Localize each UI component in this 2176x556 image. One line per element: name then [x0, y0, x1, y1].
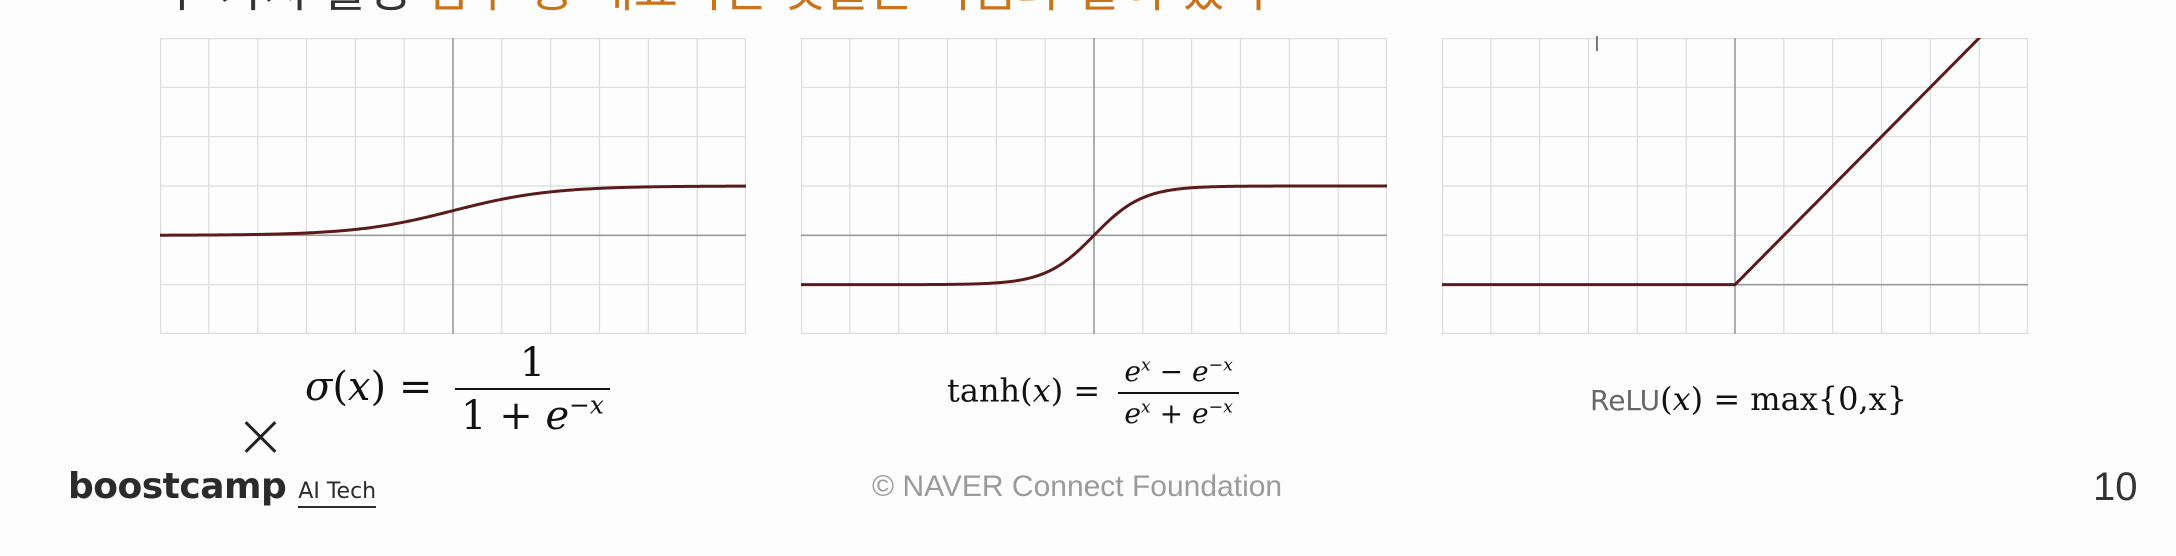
relu-chart — [1442, 38, 2028, 334]
relu-max: max — [1750, 380, 1818, 418]
sigmoid-fraction: 1 1 + e−x — [455, 338, 610, 442]
relu-curve — [1442, 38, 1982, 287]
tanh-fraction: ex − e−x ex + e−x — [1118, 352, 1239, 434]
sigmoid-equals: = — [398, 364, 433, 410]
tanh-equals: = — [1073, 371, 1101, 410]
tanh-denominator: ex + e−x — [1124, 397, 1233, 430]
sigmoid-arg: (x) — [332, 364, 387, 410]
relu-chart-svg — [1442, 38, 2028, 334]
sigmoid-numerator: 1 — [519, 340, 546, 386]
cropped-header-text: 두 가지 활성 함수 중 대표적인 것들은 다음과 같이 있다 — [160, 0, 1269, 14]
brand-logo: boostcamp AI Tech — [68, 466, 377, 508]
relu-formula: ReLU(x) = max{0,x} — [1590, 380, 1907, 418]
tanh-fraction-bar — [1118, 392, 1239, 394]
sigmoid-formula: σ(x) = 1 1 + e−x — [305, 338, 610, 442]
page-number: 10 — [2093, 465, 2138, 509]
tanh-chart — [801, 38, 1387, 334]
sigmoid-fn-symbol: σ — [305, 364, 333, 410]
sigmoid-chart — [160, 38, 746, 334]
brand-sub: AI Tech — [298, 479, 377, 508]
relu-fn-name: ReLU — [1590, 384, 1661, 417]
header-text-accent: 함수 중 대표적인 것들은 다음과 같이 있다 — [427, 0, 1269, 18]
tanh-fn-name: tanh — [947, 371, 1021, 410]
sigmoid-denominator: 1 + e−x — [461, 390, 604, 439]
tanh-curve — [801, 184, 1387, 287]
relu-max-args: {0,x} — [1817, 380, 1908, 418]
relu-arg: (x) — [1660, 380, 1704, 418]
sigmoid-fraction-bar — [455, 388, 610, 390]
close-icon[interactable] — [243, 420, 277, 454]
tanh-formula: tanh(x) = ex − e−x ex + e−x — [947, 352, 1239, 434]
tanh-chart-svg — [801, 38, 1387, 334]
brand-name: boostcamp — [68, 466, 287, 507]
tanh-numerator: ex − e−x — [1124, 355, 1233, 388]
text-cursor-icon: I — [1594, 32, 1600, 56]
copyright-text: © NAVER Connect Foundation — [872, 470, 1283, 503]
sigmoid-curve — [160, 184, 746, 237]
tanh-arg: (x) — [1020, 371, 1064, 410]
header-text-dark: 두 가지 활성 — [160, 0, 411, 18]
relu-equals: = — [1703, 380, 1751, 418]
sigmoid-chart-svg — [160, 38, 746, 334]
